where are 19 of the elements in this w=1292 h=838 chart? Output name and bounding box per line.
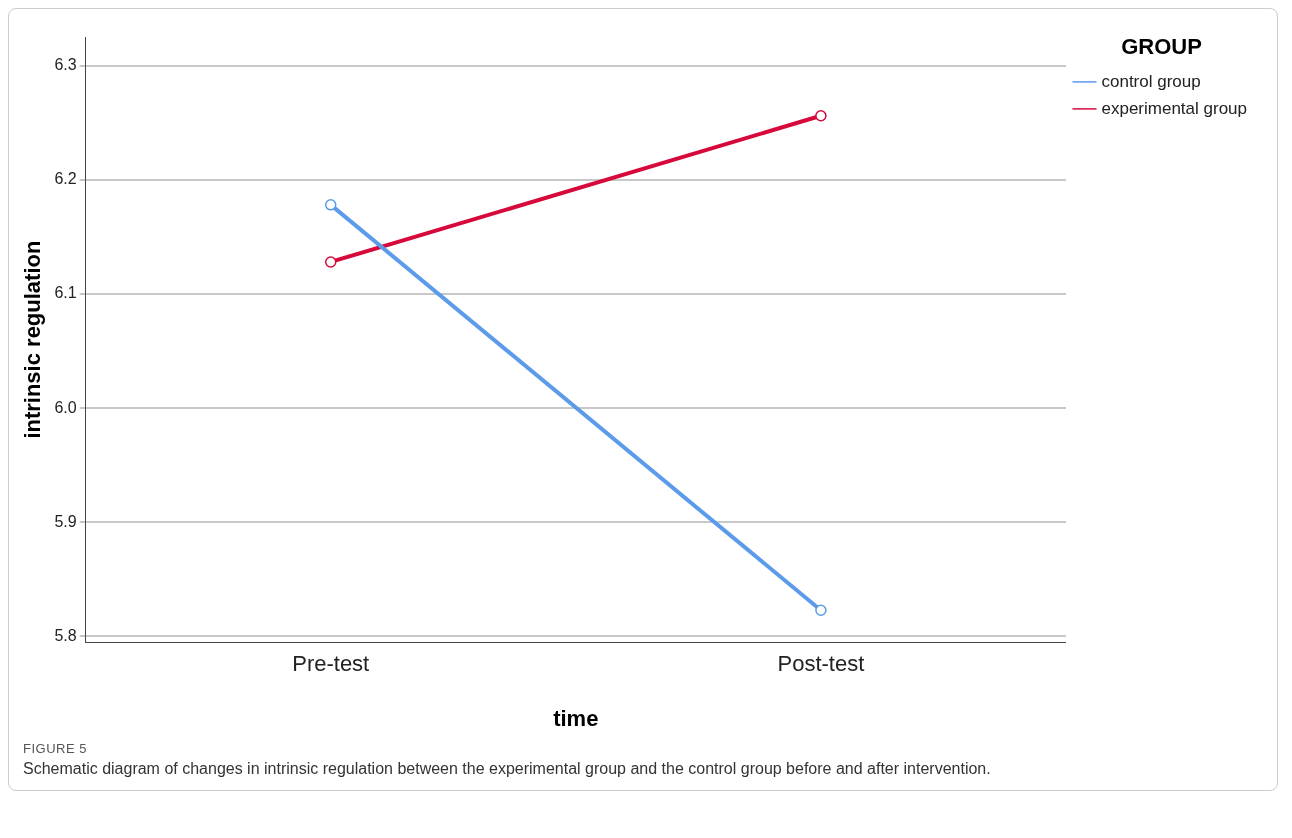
point: [815, 110, 827, 122]
legend-label: control group: [1101, 71, 1201, 91]
legend-title: GROUP: [1121, 34, 1202, 60]
y-tick-label: 5.8: [54, 626, 77, 644]
y-tick-label: 6.2: [54, 170, 77, 188]
y-tick-label: 6.1: [54, 284, 77, 302]
y-tick-label: 6.3: [54, 55, 77, 73]
x-tick-label: Post-test: [777, 651, 865, 677]
caption: FIGURE 5: [23, 741, 88, 756]
y-axis-title: intrinsic regulation: [20, 240, 46, 439]
point: [815, 604, 827, 616]
x-axis-title: time: [553, 705, 599, 731]
point: [324, 199, 337, 211]
text: Schematic diagram of changes in intrinsic regulation between the experimental group and the control group before and after intervention.: [23, 760, 992, 778]
y-tick-label: 5.9: [54, 512, 77, 530]
x-tick-label: Pre-test: [292, 651, 370, 677]
legend-label: experimental group: [1101, 98, 1247, 118]
point: [324, 256, 337, 268]
y-tick-label: 6.0: [54, 398, 77, 416]
